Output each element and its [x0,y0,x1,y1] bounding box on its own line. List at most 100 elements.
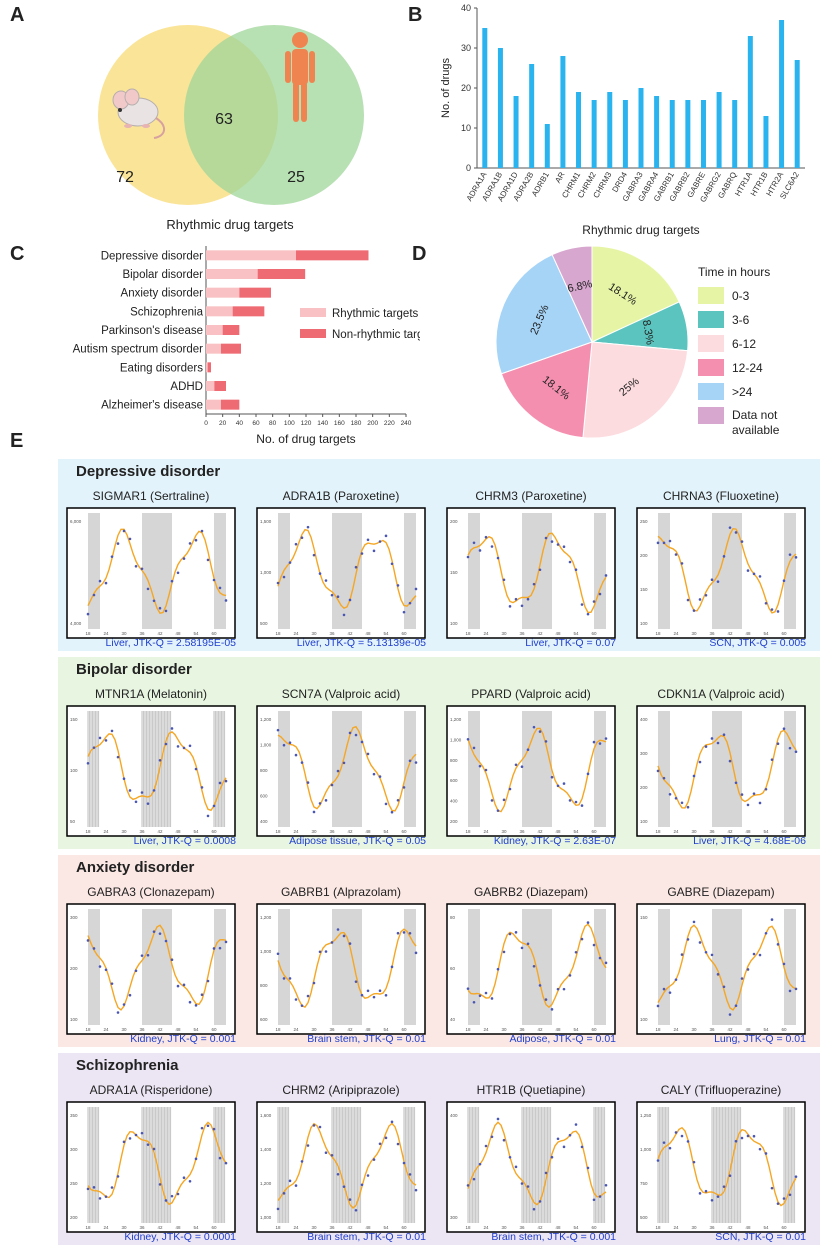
data-point [110,1186,114,1189]
data-point [776,610,780,613]
data-point [484,535,488,539]
plot-xtick-label: 42 [347,631,353,636]
data-point [164,939,168,943]
rhythm-plot: 400 300 200 100 18 24 30 36 42 48 54 60 [636,705,806,837]
chart-b-ytick-label: 10 [461,123,471,133]
data-point [224,779,228,783]
plot-xtick-label: 48 [365,1027,371,1032]
data-point [288,1179,292,1183]
data-point [520,1182,524,1185]
data-point [224,599,228,602]
data-point [324,579,328,582]
data-point [520,765,524,768]
data-point [776,943,780,946]
chart-d-legend-label: >24 [732,385,753,399]
data-point [550,775,554,779]
plot-ytick-label: 200 [70,1215,78,1220]
chart-b-bar [591,100,597,168]
venn-diagram: 72 63 25 Rhythmic drug targets [98,25,364,232]
plot-xtick-label: 24 [293,631,299,636]
plot-title: CHRM2 (Aripiprazole) [282,1083,400,1097]
plot-ytick-label: 4,000 [70,621,82,626]
venn-right-value: 25 [287,169,305,186]
rhythm-curve [87,528,227,614]
chart-d-legend-swatch [698,335,724,352]
data-point [502,1138,506,1142]
data-point [598,592,602,596]
plot-caption: Brain stem, JTK-Q = 0.001 [491,1231,616,1243]
data-point [484,768,488,772]
data-point [556,987,560,991]
plot-xtick-label: 36 [519,1225,525,1230]
plot-xtick-label: 54 [383,829,389,834]
plot-xtick-label: 42 [347,1225,353,1230]
rhythm-curve [467,923,607,1009]
data-point [580,937,584,941]
data-point [556,784,560,788]
data-point [508,1155,512,1159]
plot-xtick-label: 60 [401,829,407,834]
rhythm-curve [657,1126,797,1207]
chart-d-legend-label: 12-24 [732,361,763,375]
section-title: Schizophrenia [76,1057,179,1074]
chart-c-xtick-label: 160 [334,420,345,427]
data-point [532,582,536,586]
plot-ytick-label: 150 [640,915,648,920]
dark-phase-band [468,711,480,827]
data-point [414,587,418,591]
data-point [668,792,672,796]
data-point [212,578,216,582]
data-point [788,1193,792,1197]
chart-c-xtick-label: 80 [269,420,277,427]
data-point [710,578,714,581]
plot-ytick-label: 1,000 [260,570,272,575]
plot-ytick-label: 300 [450,1215,458,1220]
plot-xtick-label: 60 [591,829,597,834]
chart-c-xtick-label: 140 [317,420,328,427]
data-point [294,753,298,757]
dark-phase-band [404,513,416,629]
data-point [514,763,518,767]
data-point [752,792,756,795]
data-point [318,1125,322,1129]
data-point [592,943,596,947]
data-point [176,1192,180,1196]
data-point [586,921,590,924]
data-point [478,764,482,768]
chart-c-bar-segment [206,343,221,354]
data-point [692,920,696,924]
plot-xtick-label: 18 [465,631,471,636]
data-point [598,1195,602,1198]
dark-phase-band [214,909,226,1025]
data-point [776,742,780,746]
chart-d-slice [582,341,689,439]
plot-title: GABRA3 (Clonazepam) [87,885,215,899]
data-point [324,799,328,802]
data-point [674,978,678,981]
section-title: Bipolar disorder [76,661,192,678]
chart-d-time-pie: 18.1%8.3%25%18.1%23.5%6.8%Time in hours0… [495,245,780,439]
data-point [146,953,150,957]
data-point [592,740,596,744]
chart-b-bar [607,92,613,168]
chart-b-ytick-label: 0 [466,163,471,173]
plot-xtick-label: 30 [121,631,127,636]
chart-c-category-label: Autism spectrum disorder [73,344,204,356]
chart-b-bar [560,56,566,168]
chart-c-category-label: Parkinson's disease [101,325,203,337]
data-point [782,962,786,966]
data-point [92,947,96,950]
data-point [472,541,476,545]
data-point [662,541,666,545]
plot-title: HTR1B (Quetiapine) [476,1083,586,1097]
chart-c-category-label: Eating disorders [120,362,203,374]
data-point [396,798,400,802]
plot-xtick-label: 24 [293,1027,299,1032]
data-point [342,761,346,765]
plot-xtick-label: 54 [383,631,389,636]
data-point [200,786,204,789]
plot-xtick-label: 18 [655,631,661,636]
rhythm-curve [467,532,607,614]
data-point [580,804,584,807]
chart-c-bar-segment [206,269,258,279]
